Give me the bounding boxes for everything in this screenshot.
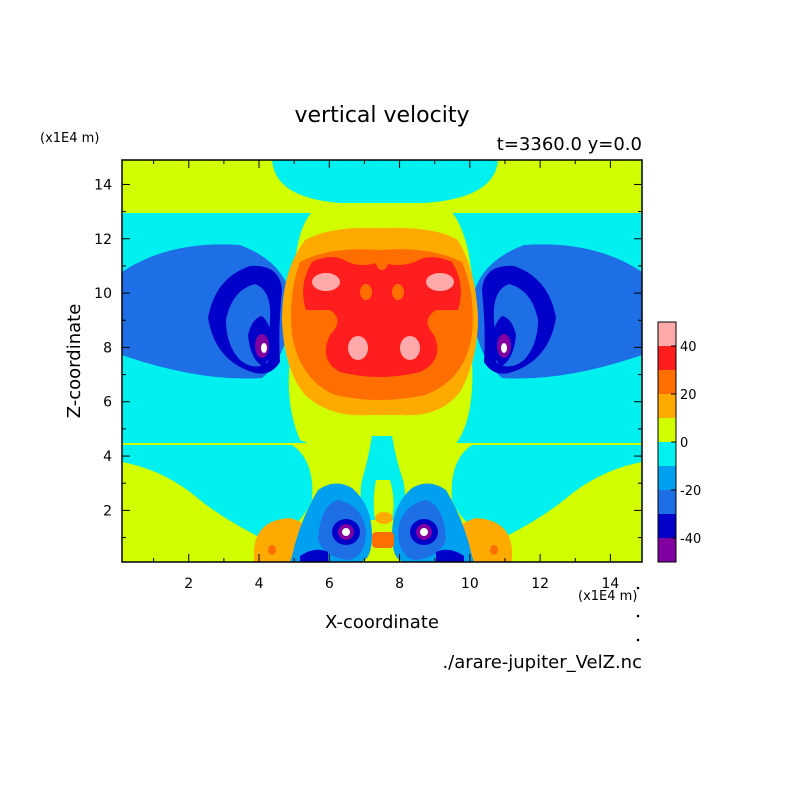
chart-subtitle: t=3360.0 y=0.0 — [497, 134, 642, 155]
plot-frame — [121, 159, 643, 563]
colorbar: 40 20 0 -20 -40 — [657, 321, 701, 563]
footer-dot — [636, 638, 640, 642]
x-tick-label: 2 — [184, 576, 193, 592]
left-core-white — [261, 343, 267, 353]
footer-dots — [636, 586, 640, 642]
colorbar-swatch — [658, 346, 676, 370]
y-axis: 2 4 6 8 10 12 14 — [94, 177, 642, 539]
x-tick-label: 10 — [461, 576, 479, 592]
lower-left-red-dot — [268, 545, 276, 555]
footer-dot — [636, 614, 640, 618]
colorbar-swatch — [658, 418, 676, 442]
core-pink-ll — [348, 336, 368, 360]
colorbar-swatch — [658, 538, 676, 562]
z-unit-label: (x1E4 m) — [40, 131, 99, 146]
y-tick-label: 10 — [94, 286, 112, 302]
colorbar-swatch — [658, 394, 676, 418]
lower-left-cyan — [122, 445, 313, 540]
blob-orange-1 — [360, 284, 372, 300]
lower-right-red-dot — [490, 545, 498, 555]
y-tick-label: 6 — [103, 395, 112, 411]
y-tick-label: 2 — [103, 503, 112, 519]
x-tick-label: 8 — [395, 576, 404, 592]
x-tick-label: 6 — [325, 576, 334, 592]
lower-right-cyan — [451, 445, 642, 540]
lower-column-cyan — [360, 436, 405, 520]
colorbar-swatch — [658, 514, 676, 538]
core-pink-ur — [426, 273, 454, 291]
lower-right-small-blue — [436, 549, 464, 562]
x-axis-label: X-coordinate — [325, 612, 439, 633]
lower-left-core-white — [342, 528, 350, 536]
lower-column-yellow — [373, 480, 394, 520]
right-core-white — [501, 343, 507, 353]
y-axis-label: Z-coordinate — [64, 304, 85, 419]
chart-title: vertical velocity — [294, 103, 469, 128]
y-tick-label: 14 — [94, 177, 112, 193]
colorbar-swatch — [658, 370, 676, 394]
blob-orange-3 — [376, 254, 388, 270]
center-bottom-orange — [372, 532, 394, 548]
colorbar-tick-label: 40 — [680, 340, 697, 355]
colorbar-tick-label: 0 — [680, 436, 688, 451]
colorbar-swatch — [658, 322, 676, 346]
center-bottom-orange-2 — [375, 512, 393, 524]
y-tick-label: 8 — [103, 340, 112, 356]
colorbar-swatch — [658, 490, 676, 514]
x-tick-label: 12 — [531, 576, 549, 592]
lower-right-core-white — [420, 528, 428, 536]
colorbar-tick-label: -20 — [680, 484, 701, 499]
x-unit-label: (x1E4 m) — [578, 589, 637, 604]
lower-left-small-blue — [300, 549, 328, 562]
y-tick-label: 12 — [94, 232, 112, 248]
contour-field — [122, 160, 642, 562]
x-tick-label: 14 — [601, 576, 619, 592]
colorbar-swatch — [658, 442, 676, 466]
top-cyan-dome — [272, 160, 498, 203]
colorbar-tick-label: 20 — [680, 388, 697, 403]
core-pink-ul — [312, 273, 340, 291]
core-pink-lr — [400, 336, 420, 360]
colorbar-tick-label: -40 — [680, 532, 701, 547]
source-file-label: ./arare-jupiter_VelZ.nc — [442, 652, 642, 673]
colorbar-swatch — [658, 466, 676, 490]
blob-orange-2 — [392, 284, 404, 300]
footer-dot — [636, 586, 640, 590]
x-axis: 2 4 6 8 10 12 14 — [153, 160, 619, 592]
x-tick-label: 4 — [255, 576, 264, 592]
y-tick-label: 4 — [103, 449, 112, 465]
